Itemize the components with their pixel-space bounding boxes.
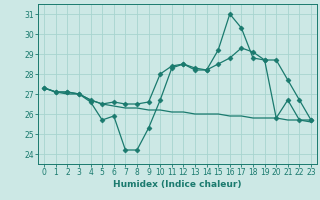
X-axis label: Humidex (Indice chaleur): Humidex (Indice chaleur) bbox=[113, 180, 242, 189]
